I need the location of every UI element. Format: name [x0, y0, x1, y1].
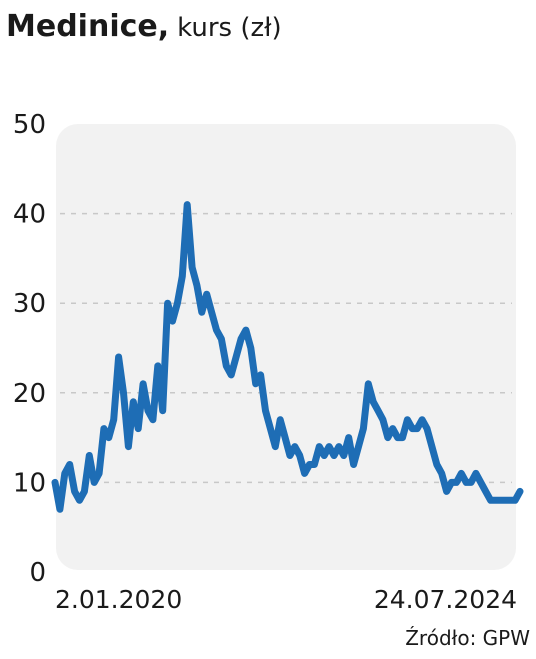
y-tick-label: 50 — [13, 110, 46, 140]
chart-subtitle: kurs (zł) — [177, 13, 282, 43]
x-tick-label: 2.01.2020 — [55, 585, 182, 614]
price-line — [51, 201, 524, 513]
y-tick-label: 40 — [13, 200, 46, 230]
chart-heading: Medinice, kurs (zł) — [6, 9, 282, 44]
x-tick-label: 24.07.2024 — [374, 585, 517, 614]
chart-title: Medinice, — [6, 9, 169, 44]
plot-area — [56, 124, 516, 570]
y-tick-label: 30 — [13, 289, 46, 319]
source: Źródło: GPW — [405, 626, 530, 650]
y-tick-label: 0 — [29, 558, 46, 588]
y-tick-label: 20 — [13, 379, 46, 409]
y-tick-label: 10 — [13, 468, 46, 498]
